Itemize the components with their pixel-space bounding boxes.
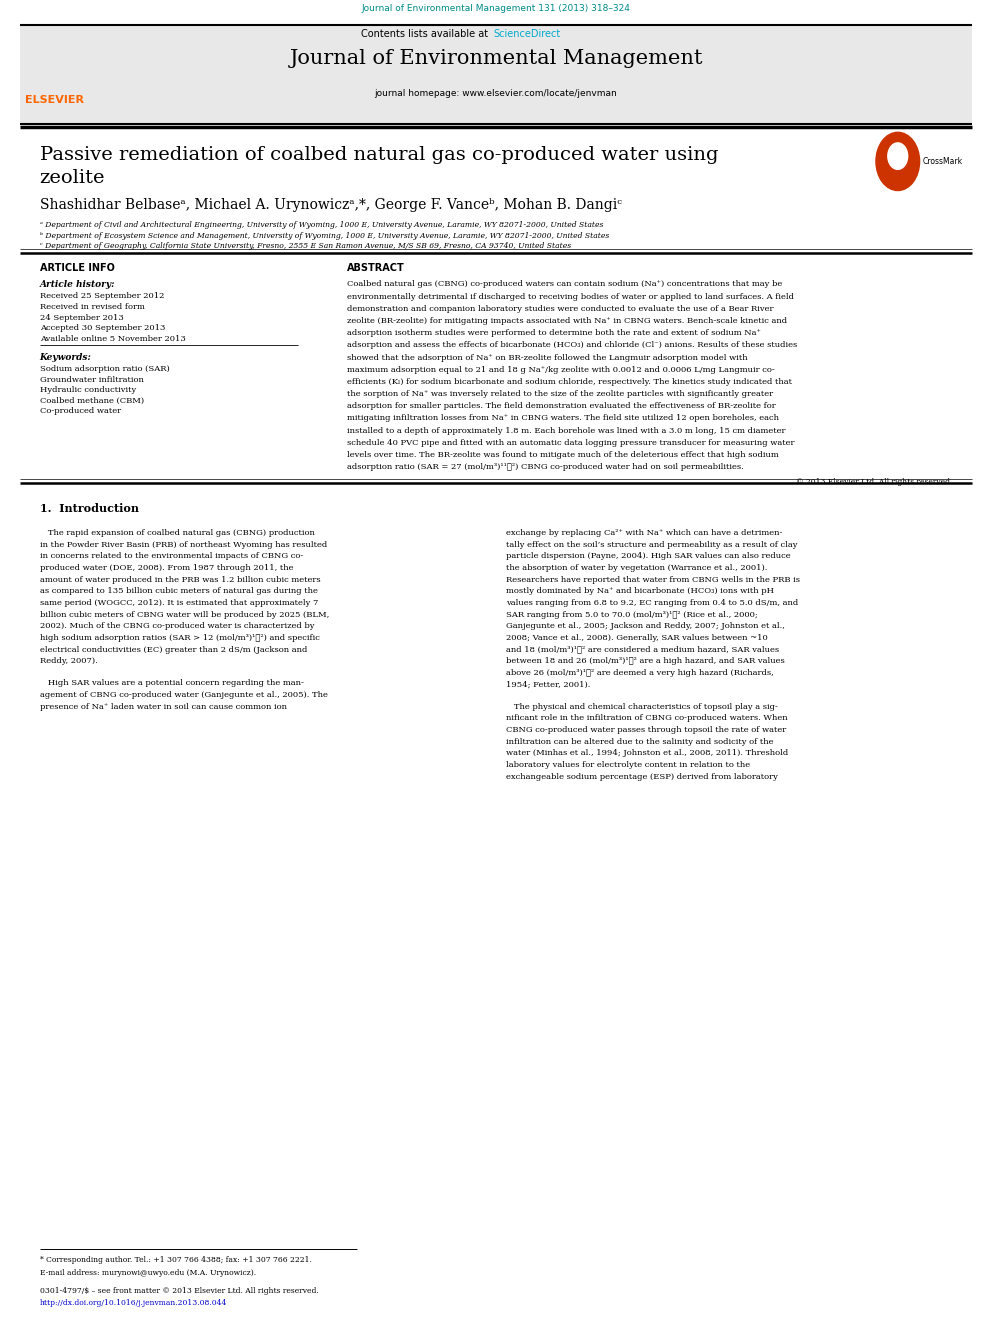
Text: Coalbed methane (CBM): Coalbed methane (CBM) <box>40 397 144 405</box>
Text: the sorption of Na⁺ was inversely related to the size of the zeolite particles w: the sorption of Na⁺ was inversely relate… <box>347 390 774 398</box>
Text: Article history:: Article history: <box>40 280 115 290</box>
Text: zeolite (BR-zeolite) for mitigating impacts associated with Na⁺ in CBNG waters. : zeolite (BR-zeolite) for mitigating impa… <box>347 318 788 325</box>
Text: E-mail address: murynowi@uwyo.edu (M.A. Urynowicz).: E-mail address: murynowi@uwyo.edu (M.A. … <box>40 1269 256 1277</box>
Text: efficients (Kₗ) for sodium bicarbonate and sodium chloride, respectively. The ki: efficients (Kₗ) for sodium bicarbonate a… <box>347 378 793 386</box>
Text: Received in revised form: Received in revised form <box>40 303 145 311</box>
Text: and 18 (mol/m³)¹ᐟ² are considered a medium hazard, SAR values: and 18 (mol/m³)¹ᐟ² are considered a medi… <box>506 646 779 654</box>
Text: Ganjegunte et al., 2005; Jackson and Reddy, 2007; Johnston et al.,: Ganjegunte et al., 2005; Jackson and Red… <box>506 622 785 630</box>
Text: CrossMark: CrossMark <box>923 157 962 165</box>
Bar <box>20 26 972 124</box>
Text: demonstration and companion laboratory studies were conducted to evaluate the us: demonstration and companion laboratory s… <box>347 304 774 312</box>
Text: same period (WOGCC, 2012). It is estimated that approximately 7: same period (WOGCC, 2012). It is estimat… <box>40 599 318 607</box>
Text: ScienceDirect: ScienceDirect <box>493 29 560 40</box>
Text: Keywords:: Keywords: <box>40 353 91 363</box>
Text: exchange by replacing Ca²⁺ with Na⁺ which can have a detrimen-: exchange by replacing Ca²⁺ with Na⁺ whic… <box>506 529 783 537</box>
Text: the absorption of water by vegetation (Warrance et al., 2001).: the absorption of water by vegetation (W… <box>506 564 767 572</box>
Text: showed that the adsorption of Na⁺ on BR-zeolite followed the Langmuir adsorption: showed that the adsorption of Na⁺ on BR-… <box>347 353 748 361</box>
Text: The rapid expansion of coalbed natural gas (CBNG) production: The rapid expansion of coalbed natural g… <box>40 529 314 537</box>
Text: infiltration can be altered due to the salinity and sodicity of the: infiltration can be altered due to the s… <box>506 738 774 746</box>
Text: exchangeable sodium percentage (ESP) derived from laboratory: exchangeable sodium percentage (ESP) der… <box>506 773 778 781</box>
Text: adsorption and assess the effects of bicarbonate (HCO₃) and chloride (Cl⁻) anion: adsorption and assess the effects of bic… <box>347 341 798 349</box>
Text: produced water (DOE, 2008). From 1987 through 2011, the: produced water (DOE, 2008). From 1987 th… <box>40 564 294 572</box>
Text: laboratory values for electrolyte content in relation to the: laboratory values for electrolyte conten… <box>506 761 750 769</box>
Text: 0301-4797/$ – see front matter © 2013 Elsevier Ltd. All rights reserved.: 0301-4797/$ – see front matter © 2013 El… <box>40 1287 318 1295</box>
Text: 1954; Fetter, 2001).: 1954; Fetter, 2001). <box>506 680 590 688</box>
Text: ARTICLE INFO: ARTICLE INFO <box>40 263 114 274</box>
Text: adsorption for smaller particles. The field demonstration evaluated the effectiv: adsorption for smaller particles. The fi… <box>347 402 776 410</box>
Text: Available online 5 November 2013: Available online 5 November 2013 <box>40 335 186 343</box>
Text: The physical and chemical characteristics of topsoil play a sig-: The physical and chemical characteristic… <box>506 703 778 710</box>
Text: journal homepage: www.elsevier.com/locate/jenvman: journal homepage: www.elsevier.com/locat… <box>375 89 617 98</box>
Text: Sodium adsorption ratio (SAR): Sodium adsorption ratio (SAR) <box>40 365 170 373</box>
Text: 1.  Introduction: 1. Introduction <box>40 503 139 513</box>
Text: electrical conductivities (EC) greater than 2 dS/m (Jackson and: electrical conductivities (EC) greater t… <box>40 646 308 654</box>
Text: Passive remediation of coalbed natural gas co-produced water using: Passive remediation of coalbed natural g… <box>40 146 718 164</box>
Text: 24 September 2013: 24 September 2013 <box>40 314 123 321</box>
Text: ABSTRACT: ABSTRACT <box>347 263 405 274</box>
Text: ᵃ Department of Civil and Architectural Engineering, University of Wyoming, 1000: ᵃ Department of Civil and Architectural … <box>40 221 603 229</box>
Text: nificant role in the infiltration of CBNG co-produced waters. When: nificant role in the infiltration of CBN… <box>506 714 788 722</box>
Text: ELSEVIER: ELSEVIER <box>25 95 84 106</box>
Text: adsorption ratio (SAR = 27 (mol/m³)¹¹ᐟ²) CBNG co-produced water had on soil perm: adsorption ratio (SAR = 27 (mol/m³)¹¹ᐟ²)… <box>347 463 744 471</box>
Text: mitigating infiltration losses from Na⁺ in CBNG waters. The field site utilized : mitigating infiltration losses from Na⁺ … <box>347 414 779 422</box>
Text: ᶜ Department of Geography, California State University, Fresno, 2555 E San Ramon: ᶜ Department of Geography, California St… <box>40 242 570 250</box>
Text: presence of Na⁺ laden water in soil can cause common ion: presence of Na⁺ laden water in soil can … <box>40 703 287 710</box>
Text: values ranging from 6.8 to 9.2, EC ranging from 0.4 to 5.0 dS/m, and: values ranging from 6.8 to 9.2, EC rangi… <box>506 599 799 607</box>
Text: levels over time. The BR-zeolite was found to mitigate much of the deleterious e: levels over time. The BR-zeolite was fou… <box>347 451 779 459</box>
Text: maximum adsorption equal to 21 and 18 g Na⁺/kg zeolite with 0.0012 and 0.0006 L/: maximum adsorption equal to 21 and 18 g … <box>347 365 775 373</box>
Text: Accepted 30 September 2013: Accepted 30 September 2013 <box>40 324 165 332</box>
Text: Contents lists available at: Contents lists available at <box>361 29 491 40</box>
Text: particle dispersion (Payne, 2004). High SAR values can also reduce: particle dispersion (Payne, 2004). High … <box>506 553 791 561</box>
Text: Journal of Environmental Management 131 (2013) 318–324: Journal of Environmental Management 131 … <box>361 4 631 13</box>
Text: as compared to 135 billion cubic meters of natural gas during the: as compared to 135 billion cubic meters … <box>40 587 317 595</box>
Text: above 26 (mol/m³)¹ᐟ² are deemed a very high hazard (Richards,: above 26 (mol/m³)¹ᐟ² are deemed a very h… <box>506 669 774 677</box>
Text: adsorption isotherm studies were performed to determine both the rate and extent: adsorption isotherm studies were perform… <box>347 329 761 337</box>
Text: 2008; Vance et al., 2008). Generally, SAR values between ~10: 2008; Vance et al., 2008). Generally, SA… <box>506 634 768 642</box>
Text: high sodium adsorption ratios (SAR > 12 (mol/m³)¹ᐟ²) and specific: high sodium adsorption ratios (SAR > 12 … <box>40 634 319 642</box>
Text: tally effect on the soil’s structure and permeability as a result of clay: tally effect on the soil’s structure and… <box>506 541 798 549</box>
Text: Groundwater infiltration: Groundwater infiltration <box>40 376 144 384</box>
Text: billion cubic meters of CBNG water will be produced by 2025 (BLM,: billion cubic meters of CBNG water will … <box>40 611 329 619</box>
Text: water (Minhas et al., 1994; Johnston et al., 2008, 2011). Threshold: water (Minhas et al., 1994; Johnston et … <box>506 749 789 757</box>
Text: © 2013 Elsevier Ltd. All rights reserved.: © 2013 Elsevier Ltd. All rights reserved… <box>796 478 952 486</box>
Text: Coalbed natural gas (CBNG) co-produced waters can contain sodium (Na⁺) concentra: Coalbed natural gas (CBNG) co-produced w… <box>347 280 783 288</box>
Text: environmentally detrimental if discharged to receiving bodies of water or applie: environmentally detrimental if discharge… <box>347 292 795 300</box>
Text: Shashidhar Belbaseᵃ, Michael A. Urynowiczᵃ,*, George F. Vanceᵇ, Mohan B. Dangiᶜ: Shashidhar Belbaseᵃ, Michael A. Urynowic… <box>40 198 622 213</box>
Text: zeolite: zeolite <box>40 169 105 188</box>
Text: Journal of Environmental Management: Journal of Environmental Management <box>290 49 702 67</box>
Text: * Corresponding author. Tel.: +1 307 766 4388; fax: +1 307 766 2221.: * Corresponding author. Tel.: +1 307 766… <box>40 1256 311 1263</box>
Text: in the Powder River Basin (PRB) of northeast Wyoming has resulted: in the Powder River Basin (PRB) of north… <box>40 541 327 549</box>
Text: SAR ranging from 5.0 to 70.0 (mol/m³)¹ᐟ² (Rice et al., 2000;: SAR ranging from 5.0 to 70.0 (mol/m³)¹ᐟ²… <box>506 611 758 619</box>
Text: Hydraulic conductivity: Hydraulic conductivity <box>40 386 136 394</box>
Text: Received 25 September 2012: Received 25 September 2012 <box>40 292 164 300</box>
Text: Reddy, 2007).: Reddy, 2007). <box>40 658 97 665</box>
Text: schedule 40 PVC pipe and fitted with an automatic data logging pressure transduc: schedule 40 PVC pipe and fitted with an … <box>347 439 795 447</box>
Circle shape <box>876 132 920 191</box>
Text: Researchers have reported that water from CBNG wells in the PRB is: Researchers have reported that water fro… <box>506 576 800 583</box>
Text: High SAR values are a potential concern regarding the man-: High SAR values are a potential concern … <box>40 680 304 688</box>
Text: http://dx.doi.org/10.1016/j.jenvman.2013.08.044: http://dx.doi.org/10.1016/j.jenvman.2013… <box>40 1299 227 1307</box>
Text: mostly dominated by Na⁺ and bicarbonate (HCO₃) ions with pH: mostly dominated by Na⁺ and bicarbonate … <box>506 587 774 595</box>
Text: CBNG co-produced water passes through topsoil the rate of water: CBNG co-produced water passes through to… <box>506 726 787 734</box>
Text: in concerns related to the environmental impacts of CBNG co-: in concerns related to the environmental… <box>40 553 303 561</box>
Text: Co-produced water: Co-produced water <box>40 407 121 415</box>
Text: amount of water produced in the PRB was 1.2 billion cubic meters: amount of water produced in the PRB was … <box>40 576 320 583</box>
Text: agement of CBNG co-produced water (Ganjegunte et al., 2005). The: agement of CBNG co-produced water (Ganje… <box>40 691 327 699</box>
Text: installed to a depth of approximately 1.8 m. Each borehole was lined with a 3.0 : installed to a depth of approximately 1.… <box>347 426 786 434</box>
Circle shape <box>888 143 908 169</box>
Text: between 18 and 26 (mol/m³)¹ᐟ² are a high hazard, and SAR values: between 18 and 26 (mol/m³)¹ᐟ² are a high… <box>506 658 785 665</box>
Text: 2002). Much of the CBNG co-produced water is characterized by: 2002). Much of the CBNG co-produced wate… <box>40 622 314 630</box>
Text: ᵇ Department of Ecosystem Science and Management, University of Wyoming, 1000 E,: ᵇ Department of Ecosystem Science and Ma… <box>40 232 609 239</box>
